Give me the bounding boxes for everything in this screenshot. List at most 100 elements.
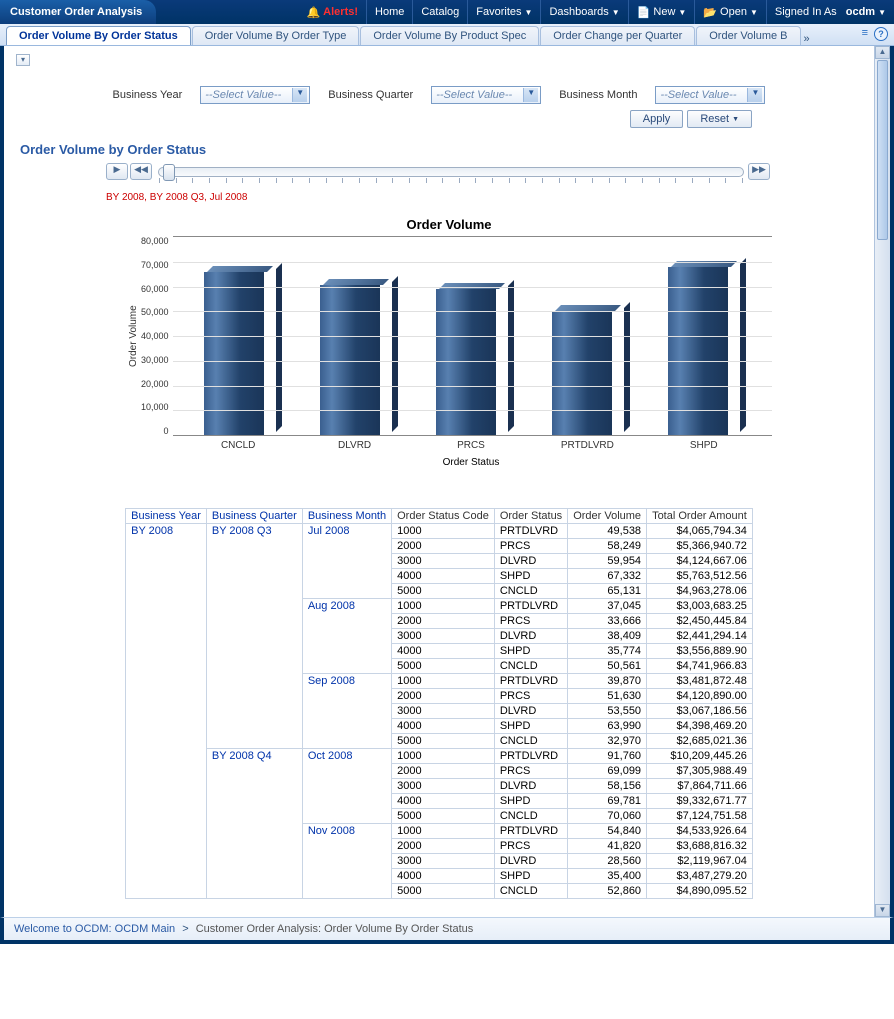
rewind-button[interactable]: ◀◀: [130, 163, 152, 180]
cell-month[interactable]: Oct 2008: [302, 749, 391, 824]
cell-quarter[interactable]: BY 2008 Q3: [206, 524, 302, 749]
filter-label-quarter: Business Quarter: [328, 89, 413, 101]
breadcrumb-sep: >: [182, 923, 188, 935]
breadcrumb: Welcome to OCDM: OCDM Main > Customer Or…: [0, 917, 894, 944]
more-tabs-icon[interactable]: »: [804, 33, 810, 45]
cell-month[interactable]: Sep 2008: [302, 674, 391, 749]
cell-status: SHPD: [494, 569, 567, 584]
cell-status: DLVRD: [494, 629, 567, 644]
play-button[interactable]: ▶: [106, 163, 128, 180]
col-header[interactable]: Business Year: [126, 509, 207, 524]
y-tick: 30,000: [141, 355, 169, 365]
cell-code: 3000: [392, 779, 495, 794]
cell-volume: 59,954: [568, 554, 647, 569]
reset-button[interactable]: Reset ▼: [687, 110, 752, 128]
chevron-down-icon: ▼: [750, 8, 758, 17]
scroll-down-arrow[interactable]: ▼: [875, 904, 890, 917]
cell-month[interactable]: Aug 2008: [302, 599, 391, 674]
cell-volume: 54,840: [568, 824, 647, 839]
nav-dashboards[interactable]: Dashboards ▼: [540, 0, 627, 24]
slider-tick: [642, 178, 643, 183]
cell-volume: 35,400: [568, 869, 647, 884]
tab[interactable]: Order Volume By Product Spec: [360, 26, 539, 45]
slider-tick: [559, 178, 560, 183]
cell-year[interactable]: BY 2008: [126, 524, 207, 899]
slider-track[interactable]: [158, 167, 744, 177]
business-quarter-select[interactable]: --Select Value-- ▼: [431, 86, 541, 104]
chevron-down-icon: ▼: [612, 8, 620, 17]
cell-status: PRTDLVRD: [494, 824, 567, 839]
nav-catalog[interactable]: Catalog: [412, 0, 467, 24]
cell-code: 1000: [392, 599, 495, 614]
y-axis-label: Order Volume: [126, 236, 141, 436]
tab[interactable]: Order Volume B: [696, 26, 800, 45]
y-tick: 70,000: [141, 260, 169, 270]
chevron-down-icon: ▼: [525, 8, 533, 17]
options-icon[interactable]: ≡: [862, 27, 868, 41]
bar-prtdlvrd[interactable]: [552, 311, 624, 435]
cell-code: 1000: [392, 824, 495, 839]
cell-code: 4000: [392, 869, 495, 884]
cell-amount: $4,124,667.06: [647, 554, 753, 569]
select-placeholder: --Select Value--: [436, 89, 512, 101]
cell-code: 3000: [392, 854, 495, 869]
cell-amount: $5,366,940.72: [647, 539, 753, 554]
forward-button[interactable]: ▶▶: [748, 163, 770, 180]
apply-button[interactable]: Apply: [630, 110, 684, 128]
cell-code: 2000: [392, 764, 495, 779]
col-header[interactable]: Order Status: [494, 509, 567, 524]
cell-amount: $10,209,445.26: [647, 749, 753, 764]
cell-volume: 69,099: [568, 764, 647, 779]
cell-volume: 52,860: [568, 884, 647, 899]
col-header[interactable]: Order Status Code: [392, 509, 495, 524]
cell-volume: 33,666: [568, 614, 647, 629]
signed-in-text: Signed In As: [775, 6, 837, 18]
nav-home[interactable]: Home: [366, 0, 412, 24]
tab[interactable]: Order Volume By Order Type: [192, 26, 360, 45]
scroll-thumb[interactable]: [877, 60, 888, 240]
cell-status: PRCS: [494, 839, 567, 854]
cell-amount: $2,119,967.04: [647, 854, 753, 869]
col-header[interactable]: Total Order Amount: [647, 509, 753, 524]
new-icon: 📄: [637, 6, 651, 19]
slider-tick: [242, 178, 243, 183]
cell-status: CNCLD: [494, 809, 567, 824]
col-header[interactable]: Business Month: [302, 509, 391, 524]
user-name: ocdm: [846, 6, 875, 18]
slider-tick: [226, 178, 227, 183]
vertical-scrollbar[interactable]: ▲ ▼: [874, 46, 890, 917]
cell-status: DLVRD: [494, 854, 567, 869]
cell-quarter[interactable]: BY 2008 Q4: [206, 749, 302, 899]
chevron-down-icon: ▼: [678, 8, 686, 17]
collapse-prompt-button[interactable]: ▾: [16, 54, 30, 66]
tab[interactable]: Order Volume By Order Status: [6, 26, 191, 45]
tab[interactable]: Order Change per Quarter: [540, 26, 695, 45]
slider-tick: [525, 178, 526, 183]
col-header[interactable]: Business Quarter: [206, 509, 302, 524]
select-placeholder: --Select Value--: [205, 89, 281, 101]
slider-tick: [326, 178, 327, 183]
business-month-select[interactable]: --Select Value-- ▼: [655, 86, 765, 104]
table-row: BY 2008BY 2008 Q3Jul 20081000PRTDLVRD49,…: [126, 524, 753, 539]
help-icon[interactable]: ?: [874, 27, 888, 41]
alerts-link[interactable]: 🔔 Alerts!: [298, 0, 366, 24]
x-tick: SHPD: [668, 440, 740, 451]
open-menu[interactable]: 📂 Open ▼: [694, 0, 766, 24]
business-year-select[interactable]: --Select Value-- ▼: [200, 86, 310, 104]
scroll-up-arrow[interactable]: ▲: [875, 46, 890, 59]
new-menu[interactable]: 📄 New ▼: [628, 0, 695, 24]
order-volume-chart: Order Volume Order Volume 80,00070,00060…: [126, 217, 772, 468]
cell-month[interactable]: Jul 2008: [302, 524, 391, 599]
y-tick: 80,000: [141, 236, 169, 246]
nav-favorites[interactable]: Favorites ▼: [467, 0, 540, 24]
cell-volume: 49,538: [568, 524, 647, 539]
filter-row: Business Year --Select Value-- ▼ Busines…: [16, 86, 862, 104]
col-header[interactable]: Order Volume: [568, 509, 647, 524]
table-row: BY 2008 Q4Oct 20081000PRTDLVRD91,760$10,…: [126, 749, 753, 764]
breadcrumb-home[interactable]: Welcome to OCDM: OCDM Main: [14, 923, 175, 935]
signed-in-as[interactable]: Signed In As ocdm ▼: [766, 0, 894, 24]
slider-tick: [342, 178, 343, 183]
cell-code: 1000: [392, 749, 495, 764]
cell-month[interactable]: Nov 2008: [302, 824, 391, 899]
cell-volume: 63,990: [568, 719, 647, 734]
